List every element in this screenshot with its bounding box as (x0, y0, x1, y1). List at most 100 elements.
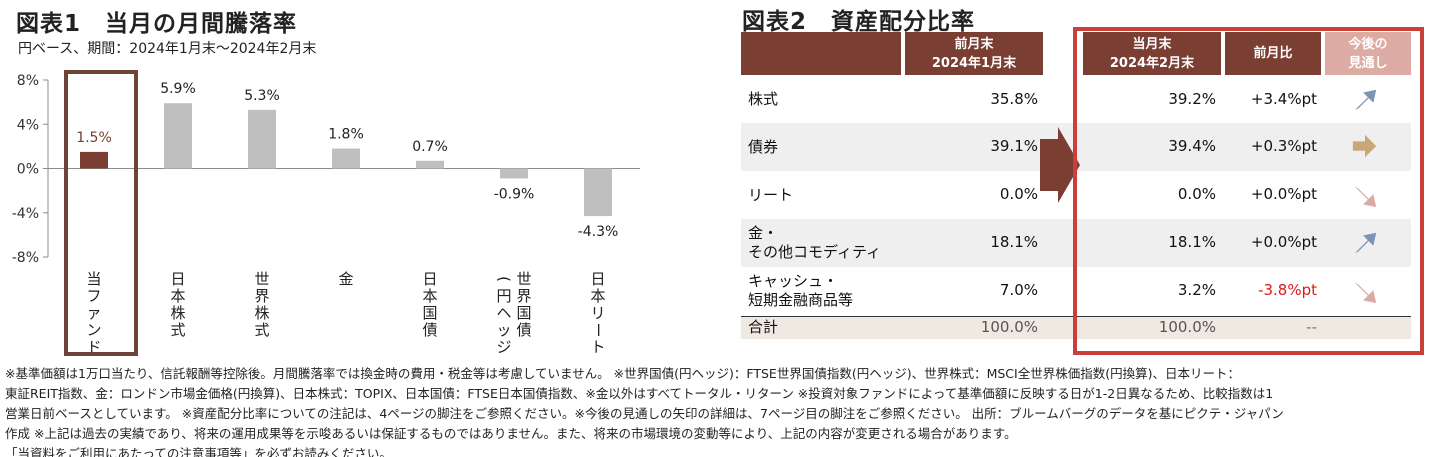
category-char: 本 (170, 287, 185, 305)
header-outlook: 今後の 見通し (1325, 32, 1411, 75)
category-char: 式 (254, 321, 269, 339)
category-char: ー (589, 322, 607, 337)
data-label: 5.9% (160, 81, 196, 97)
category-char: 世 (516, 270, 531, 288)
row-label: 債券 (748, 138, 778, 157)
category-char: 国 (422, 304, 437, 322)
bar (584, 168, 612, 217)
header-curr-month: 当月末 2024年2月末 (1083, 32, 1221, 75)
value-labels: 1.5% 5.9% 5.3% 1.8% 0.7% -0.9% -4.3% (76, 81, 618, 240)
bars (80, 103, 612, 217)
header-prev-line2: 2024年1月末 (931, 55, 1017, 71)
fund-highlight-frame (64, 70, 138, 356)
category-char: 株 (170, 304, 185, 322)
category-char: 当 (86, 270, 101, 288)
data-label: 5.3% (244, 88, 280, 104)
curr-month-value: 39.2% (1168, 89, 1216, 108)
category-char: 本 (422, 287, 437, 305)
data-label: 1.5% (76, 130, 112, 146)
row-label: 金・ その他コモディティ (748, 224, 881, 262)
row-label-line: 短期金融商品等 (748, 291, 854, 309)
category-char: 日 (422, 270, 437, 288)
total-curr-value: 100.0% (1158, 318, 1216, 336)
category-char: ヘ (496, 304, 511, 322)
header-change: 前月比 (1225, 32, 1321, 75)
header-blank (741, 32, 901, 75)
category-char: 金 (338, 270, 353, 288)
y-tick-label: 8% (17, 73, 39, 89)
header-change-label: 前月比 (1253, 46, 1293, 61)
bar (332, 148, 360, 169)
category-char: 日 (590, 270, 605, 288)
row-label-line: 株式 (748, 90, 779, 108)
footnote-line: 営業日前ベースとしています。 ※資産配分比率についての注記は、4ページの脚注をご… (5, 406, 1284, 421)
change-value: +0.0%pt (1250, 185, 1317, 203)
category-char: 債 (422, 321, 437, 339)
row-label: キャッシュ・ 短期金融商品等 (748, 272, 853, 310)
y-tick-label: -4% (12, 206, 39, 222)
bar (248, 109, 276, 169)
arrow-down-right-icon (1354, 282, 1377, 304)
row-label-line: その他コモディティ (748, 243, 882, 261)
arrow-down-right-icon (1354, 186, 1377, 208)
data-label: -0.9% (494, 186, 535, 202)
arrow-up-right-icon (1354, 89, 1377, 110)
total-label: 合計 (748, 318, 779, 336)
header-outlook-line1: 今後の (1348, 36, 1388, 52)
category-char: 本 (590, 287, 605, 305)
category-char: ジ (496, 338, 511, 356)
data-label: 0.7% (412, 139, 448, 155)
header-prev-line1: 前月末 (954, 36, 994, 52)
header-curr-line1: 当月末 (1132, 36, 1172, 52)
prev-month-value: 0.0% (999, 185, 1038, 203)
category-char: ( (495, 276, 513, 282)
category-char: ン (86, 321, 101, 339)
curr-month-value: 18.1% (1168, 233, 1216, 251)
arrow-right-icon (1352, 134, 1377, 158)
category-char: フ (86, 287, 101, 305)
footnote-line: 東証REIT指数、金：ロンドン市場金価格(円換算)、日本株式：TOPIX、日本国… (5, 386, 1274, 401)
category-char: ) (495, 361, 513, 362)
bar (416, 160, 444, 169)
y-tick-label: 4% (17, 117, 39, 133)
y-tick-label: 0% (17, 162, 39, 178)
curr-month-value: 0.0% (1177, 185, 1216, 203)
prev-month-value: 39.1% (990, 137, 1038, 155)
footnote-line: 「当資料をご利用にあたっての注意事項等」を必ずお読みください。 (5, 446, 392, 457)
change-value: +0.0%pt (1250, 233, 1317, 251)
row-label-line: リート (748, 185, 794, 204)
category-char: ド (86, 338, 101, 356)
category-char: ト (590, 338, 605, 356)
y-axis: 8% 4% 0% -4% -8% (12, 73, 640, 266)
category-char: ッ (496, 321, 511, 339)
category-char: リ (590, 304, 605, 322)
total-change-value: -- (1306, 318, 1317, 336)
category-char: 界 (516, 287, 531, 305)
row-label: 株式 (748, 90, 778, 109)
curr-month-value: 39.4% (1168, 137, 1216, 155)
bar (80, 151, 108, 169)
big-right-arrow-icon (1040, 127, 1080, 203)
category-char: 株 (254, 304, 269, 322)
category-char: 円 (496, 287, 511, 305)
arrow-up-right-icon (1354, 232, 1377, 254)
header-outlook-line2: 見通し (1348, 55, 1388, 71)
return-bar-chart: 8% 4% 0% -4% -8% 1.5% 5.9% 5.3% 1.8% 0.7% -0.9% -4… (12, 73, 640, 362)
change-value: -3.8%pt (1258, 281, 1317, 299)
bar (500, 168, 528, 179)
y-tick-label: -8% (12, 250, 39, 266)
curr-month-value: 3.2% (1177, 281, 1216, 299)
row-label-line: キャッシュ・ (748, 272, 839, 290)
category-char: 界 (254, 287, 269, 305)
footnote-line: 作成 ※上記は過去の実績であり、将来の運用成果等を示唆あるいは保証するものではあ… (5, 426, 1017, 441)
prev-month-value: 35.8% (990, 89, 1038, 108)
category-char: 債 (516, 321, 531, 339)
prev-month-value: 18.1% (990, 233, 1038, 251)
data-label: -4.3% (578, 224, 619, 240)
row-label-line: 金・ (748, 224, 779, 242)
change-value: +0.3%pt (1250, 137, 1317, 155)
category-char: 世 (254, 270, 269, 288)
change-value: +3.4%pt (1250, 89, 1317, 108)
table-title: 図表2 資産配分比率 (742, 9, 976, 35)
